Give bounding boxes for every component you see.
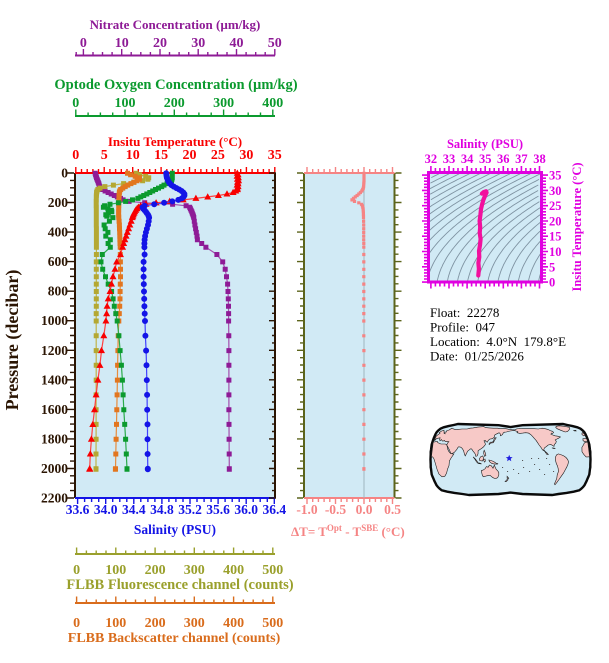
svg-text:Date: 01/25/2026: Date: 01/25/2026 <box>430 349 524 364</box>
svg-text:200: 200 <box>145 616 166 631</box>
svg-text:0: 0 <box>72 148 79 163</box>
svg-text:400: 400 <box>223 563 244 578</box>
svg-text:100: 100 <box>115 96 136 111</box>
svg-text:-1.0: -1.0 <box>296 502 318 517</box>
svg-text:1000: 1000 <box>41 313 68 328</box>
svg-text:36.4: 36.4 <box>262 502 286 517</box>
svg-text:0: 0 <box>72 96 79 111</box>
svg-text:35: 35 <box>268 148 282 163</box>
svg-text:37: 37 <box>515 152 528 166</box>
svg-text:36: 36 <box>497 152 510 166</box>
svg-text:35.2: 35.2 <box>178 502 202 517</box>
svg-text:Optode Oxygen Concentration (µ: Optode Oxygen Concentration (µm/kg) <box>54 77 297 93</box>
svg-text:33: 33 <box>443 152 456 166</box>
svg-text:500: 500 <box>262 616 283 631</box>
svg-text:300: 300 <box>184 616 205 631</box>
svg-text:34.0: 34.0 <box>94 502 118 517</box>
svg-text:Profile: 047: Profile: 047 <box>430 320 495 335</box>
svg-text:35: 35 <box>549 169 562 183</box>
svg-text:Insitu Temperature (°C): Insitu Temperature (°C) <box>570 162 584 291</box>
svg-text:10: 10 <box>126 148 140 163</box>
svg-text:600: 600 <box>48 254 69 269</box>
svg-text:0: 0 <box>73 616 80 631</box>
svg-text:2200: 2200 <box>41 491 68 506</box>
svg-text:1400: 1400 <box>41 372 68 387</box>
svg-text:35: 35 <box>479 152 492 166</box>
svg-text:Nitrate Concentration (µm/kg): Nitrate Concentration (µm/kg) <box>90 17 261 32</box>
svg-text:500: 500 <box>262 563 283 578</box>
svg-text:5: 5 <box>101 148 108 163</box>
svg-text:30: 30 <box>549 184 562 198</box>
svg-text:FLBB Backscatter channel (coun: FLBB Backscatter channel (counts) <box>68 631 281 646</box>
svg-text:200: 200 <box>145 563 166 578</box>
svg-text:Salinity (PSU): Salinity (PSU) <box>134 522 216 537</box>
svg-text:20: 20 <box>183 148 197 163</box>
svg-text:2000: 2000 <box>41 461 68 476</box>
svg-text:36.0: 36.0 <box>234 502 258 517</box>
svg-text:400: 400 <box>262 96 283 111</box>
svg-text:1600: 1600 <box>41 402 68 417</box>
svg-text:200: 200 <box>48 195 69 210</box>
svg-text:0.0: 0.0 <box>356 502 373 517</box>
svg-text:30: 30 <box>239 148 253 163</box>
svg-text:25: 25 <box>549 199 562 213</box>
svg-text:0: 0 <box>73 563 80 578</box>
svg-text:10: 10 <box>115 36 129 51</box>
svg-text:Location: 4.0°N 179.8°E: Location: 4.0°N 179.8°E <box>430 334 566 349</box>
svg-text:34.4: 34.4 <box>122 502 146 517</box>
svg-text:200: 200 <box>164 96 185 111</box>
svg-text:800: 800 <box>48 284 69 299</box>
svg-text:34.8: 34.8 <box>150 502 174 517</box>
svg-text:300: 300 <box>213 96 234 111</box>
svg-text:25: 25 <box>211 148 225 163</box>
svg-text:Salinity (PSU): Salinity (PSU) <box>447 137 523 151</box>
svg-text:Pressure (decibar): Pressure (decibar) <box>2 270 23 411</box>
svg-text:0.5: 0.5 <box>384 502 401 517</box>
svg-text:Insitu Temperature (°C): Insitu Temperature (°C) <box>108 134 242 149</box>
svg-text:0: 0 <box>80 36 87 51</box>
svg-text:-0.5: -0.5 <box>325 502 347 517</box>
svg-text:100: 100 <box>105 616 126 631</box>
svg-text:400: 400 <box>48 225 69 240</box>
svg-text:33.6: 33.6 <box>66 502 90 517</box>
svg-text:0: 0 <box>549 276 555 290</box>
svg-text:100: 100 <box>105 563 126 578</box>
svg-text:20: 20 <box>153 36 167 51</box>
svg-text:35.6: 35.6 <box>206 502 230 517</box>
svg-text:30: 30 <box>191 36 205 51</box>
svg-text:15: 15 <box>154 148 168 163</box>
svg-text:0: 0 <box>61 166 68 181</box>
svg-text:5: 5 <box>549 260 555 274</box>
svg-text:400: 400 <box>223 616 244 631</box>
svg-text:32: 32 <box>425 152 438 166</box>
svg-text:1200: 1200 <box>41 343 68 358</box>
svg-text:15: 15 <box>549 230 562 244</box>
svg-text:40: 40 <box>230 36 244 51</box>
svg-text:Float: 22278: Float: 22278 <box>430 305 499 320</box>
svg-text:50: 50 <box>268 36 282 51</box>
svg-text:38: 38 <box>533 152 546 166</box>
svg-text:1800: 1800 <box>41 431 68 446</box>
svg-text:10: 10 <box>549 245 562 259</box>
svg-text:FLBB Fluorescence channel (cou: FLBB Fluorescence channel (counts) <box>66 577 293 593</box>
svg-text:20: 20 <box>549 215 562 229</box>
svg-text:300: 300 <box>184 563 205 578</box>
svg-text:34: 34 <box>461 152 474 166</box>
svg-text:ΔT= TOpt - TSBE (°C): ΔT= TOpt - TSBE (°C) <box>291 523 405 539</box>
